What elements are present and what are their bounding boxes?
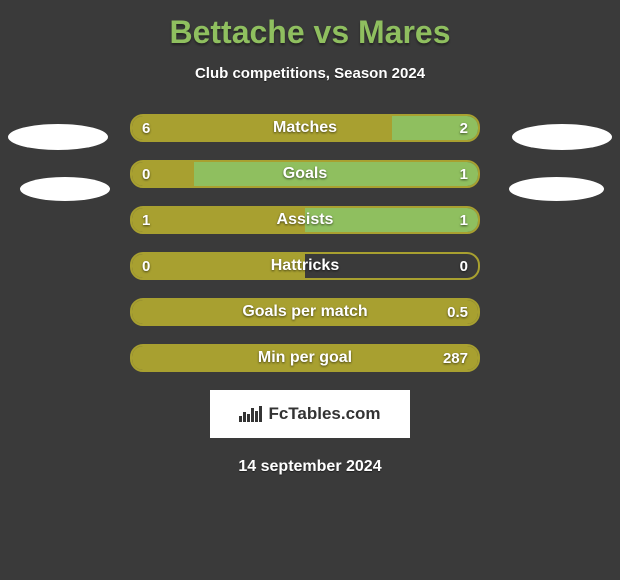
bar-left-fill [132, 116, 392, 140]
stat-row: Goals01 [60, 160, 560, 190]
stat-bar [130, 298, 480, 326]
chart-icon [239, 406, 262, 422]
footer-text: FcTables.com [268, 404, 380, 424]
comparison-chart: Matches62 Goals01 Assists11 Hattricks00 Goal… [60, 114, 560, 374]
stat-row: Assists11 [60, 206, 560, 236]
bar-left-fill [132, 254, 305, 278]
stat-bar [130, 206, 480, 234]
bar-left-fill [132, 300, 478, 324]
bar-left-fill [132, 208, 305, 232]
bar-right-fill [194, 162, 478, 186]
stat-row: Matches62 [60, 114, 560, 144]
subtitle: Club competitions, Season 2024 [0, 65, 620, 82]
date-label: 14 september 2024 [0, 458, 620, 476]
bar-right-fill [392, 116, 479, 140]
bar-left-fill [132, 162, 194, 186]
bar-left-fill [132, 346, 478, 370]
bar-right-fill [305, 208, 478, 232]
page-title: Bettache vs Mares [0, 0, 620, 51]
stat-row: Hattricks00 [60, 252, 560, 282]
stat-row: Goals per match0.5 [60, 298, 560, 328]
stat-bar [130, 114, 480, 142]
stat-bar [130, 344, 480, 372]
stat-bar [130, 160, 480, 188]
footer-attribution: FcTables.com [210, 390, 410, 438]
stat-row: Min per goal287 [60, 344, 560, 374]
stat-bar [130, 252, 480, 280]
